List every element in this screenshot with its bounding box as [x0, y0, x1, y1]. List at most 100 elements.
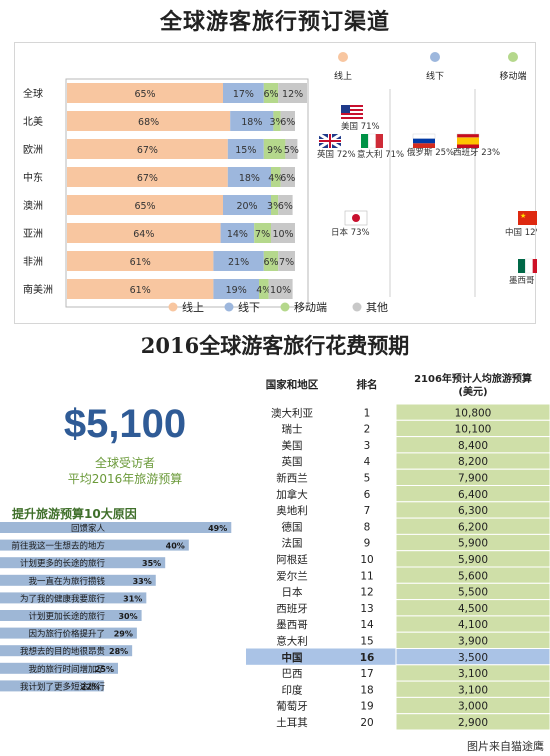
- channel-legend-swatch: [168, 302, 178, 312]
- table-header-rank: 排名: [357, 378, 378, 391]
- reason-label: 我一直在为旅行攒钱: [28, 576, 105, 587]
- reason-label: 前往我这一生想去的地方: [11, 541, 105, 552]
- channel-bar-segment: [223, 83, 264, 103]
- channel-category-label: 北美: [23, 115, 43, 128]
- table-header-budget: 2106年预计人均旅游预算: [414, 372, 532, 385]
- reason-value-label: 40%: [166, 542, 185, 551]
- channel-value-label: 6%: [280, 173, 295, 184]
- table-budget-value: 8,400: [458, 440, 488, 452]
- table-rank-cell: 10: [360, 554, 373, 566]
- table-budget-value: 10,100: [455, 424, 492, 436]
- reason-value-label: 33%: [133, 577, 152, 586]
- channel-value-label: 14%: [227, 229, 248, 240]
- flag-spain-icon: [456, 133, 480, 148]
- table-rank-cell: 12: [360, 587, 373, 599]
- reasons-chart: 回馈家人 49% 前往我这一生想去的地方 40% 计划更多的长途的旅行 35% 我一直在为旅…: [0, 522, 232, 692]
- channel-category-label: 非洲: [23, 256, 43, 268]
- table-budget-value: 3,500: [458, 652, 488, 664]
- table-budget-value: 4,100: [458, 619, 488, 631]
- table-budget-value: 5,900: [458, 538, 488, 550]
- channel-value-label: 20%: [236, 201, 257, 212]
- channel-category-label: 中东: [23, 171, 43, 184]
- channel-category-label: 全球: [23, 87, 43, 100]
- channel-category-label: 南美洲: [23, 283, 53, 296]
- table-budget-value: 3,100: [458, 668, 488, 680]
- table-region-cell: 土耳其: [276, 716, 308, 729]
- channel-bar-segment: [67, 111, 231, 131]
- reason-label: 计划更多的长途的旅行: [20, 558, 106, 569]
- channel-value-label: 65%: [134, 89, 155, 100]
- table-region-cell: 澳大利亚: [271, 406, 313, 419]
- channel-category-label: 澳洲: [23, 199, 43, 212]
- channel-bar-segment: [271, 223, 295, 243]
- reason-bar: [0, 557, 166, 569]
- channel-bar-segment: [254, 223, 271, 243]
- channel-bar-segment: [230, 111, 274, 131]
- channel-bar-segment: [278, 83, 307, 103]
- channel-bar-segment: [273, 111, 281, 131]
- channel-bar-segment: [271, 167, 281, 187]
- spending-title: 2016全球游客旅行花费预期: [140, 333, 410, 358]
- table-region-cell: 瑞士: [282, 423, 303, 436]
- channels-plot-frame: [65, 78, 309, 308]
- channel-bar-segment: [213, 251, 264, 271]
- channel-bar-segment: [227, 167, 271, 187]
- table-region-cell: 日本: [282, 586, 303, 599]
- table-budget-value: 8,200: [458, 456, 488, 468]
- reason-bar: [0, 592, 147, 604]
- channel-legend-label: 移动端: [294, 301, 327, 314]
- channel-value-label: 18%: [241, 117, 262, 128]
- table-rank-cell: 6: [364, 489, 371, 501]
- reason-value-label: 28%: [109, 647, 128, 656]
- reasons-title: 提升旅游预算10大原因: [12, 507, 137, 521]
- channel-bar-segment: [67, 195, 223, 215]
- reason-label: 回馈家人: [71, 523, 106, 534]
- table-header-region: 国家和地区: [266, 378, 319, 391]
- channel-value-label: 61%: [130, 257, 151, 268]
- channels-chart: 全球 65% 17% 6% 12%北美 68% 18% 3%6%欧洲 67% 15% 9% 5%中东 6…: [23, 52, 537, 314]
- reason-value-label: 35%: [142, 559, 161, 568]
- table-rank-cell: 13: [360, 603, 373, 615]
- channel-value-label: 67%: [137, 173, 158, 184]
- table-rank-cell: 2: [364, 424, 371, 436]
- reason-bar: [0, 645, 133, 657]
- table-rank-cell: 15: [360, 636, 373, 648]
- channel-bar-segment: [67, 139, 228, 159]
- table-rank-cell: 4: [364, 456, 371, 468]
- table-region-cell: 墨西哥: [276, 619, 308, 631]
- channel-value-label: 6%: [278, 201, 293, 212]
- channel-value-label: 6%: [280, 117, 295, 128]
- average-budget-caption-1: 全球受访者: [94, 456, 155, 470]
- country-callout-label: 俄罗斯 25%: [407, 147, 454, 158]
- channel-value-label: 10%: [272, 229, 293, 240]
- channel-legend-label: 线上: [182, 300, 204, 314]
- flag-usa-icon: [341, 105, 363, 119]
- table-rank-cell: 1: [364, 407, 371, 419]
- table-rank-cell: 9: [364, 538, 371, 550]
- channel-bar-segment: [227, 139, 264, 159]
- channel-bar-segment: [67, 167, 228, 187]
- channel-category-label: 亚洲: [23, 228, 43, 240]
- table-region-cell: 新西兰: [276, 472, 308, 485]
- table-rank-cell: 14: [360, 619, 374, 631]
- channel-bar-segment: [278, 195, 293, 215]
- reason-value-label: 22%: [81, 682, 100, 691]
- ranking-table: 国家和地区 排名 2106年预计人均旅游预算(美元) 澳大利亚 1 10,800 瑞士 2 10…: [246, 372, 550, 731]
- average-budget-caption-2: 平均2016年旅游预算: [67, 472, 183, 486]
- channel-column-header: 线下: [426, 70, 444, 82]
- table-region-cell: 意大利: [276, 635, 308, 648]
- channel-value-label: 18%: [239, 173, 260, 184]
- channel-bar-segment: [278, 251, 295, 271]
- reason-label: 因为旅行价格提升了: [28, 629, 105, 640]
- reason-value-label: 49%: [208, 524, 227, 533]
- reason-label: 我想去的目的地很昂贵: [20, 646, 106, 657]
- channel-value-label: 65%: [134, 201, 155, 212]
- reason-value-label: 30%: [118, 612, 137, 621]
- channel-value-label: 4%: [256, 285, 271, 296]
- channel-value-label: 5%: [284, 145, 299, 156]
- flag-russia-icon: [412, 133, 436, 148]
- channel-bar-segment: [220, 223, 255, 243]
- channel-value-label: 19%: [226, 285, 247, 296]
- table-budget-cell: [395, 713, 550, 731]
- channel-value-label: 7%: [279, 257, 294, 268]
